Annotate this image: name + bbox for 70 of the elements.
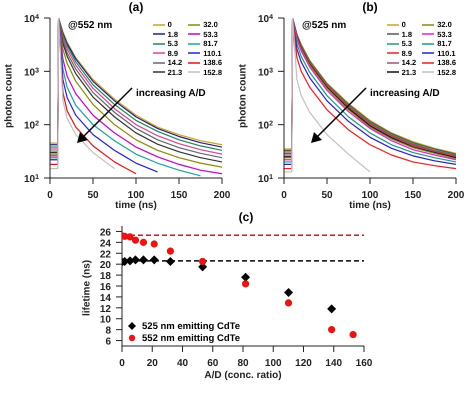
y-tick-label: 10$^{2}$: [258, 120, 274, 132]
x-tick-label: 150: [404, 190, 422, 201]
y-tick-label: 10$^{4}$: [24, 14, 40, 25]
point: [150, 240, 158, 248]
point: [284, 288, 294, 298]
legend-label: 525 nm emitting CdTe: [142, 320, 240, 332]
point: [166, 247, 174, 255]
chart-title: (a): [128, 0, 144, 14]
annotation: increasing A/D: [136, 88, 206, 99]
point: [327, 304, 336, 314]
x-tick-label: 0: [119, 358, 126, 369]
x-axis-title: A/D (conc. ratio): [204, 370, 282, 381]
point: [138, 255, 148, 264]
x-tick-label: 50: [321, 190, 333, 201]
y-tick-label: 10: [100, 314, 112, 326]
x-tick-label: 200: [214, 190, 231, 201]
point: [126, 233, 134, 241]
point: [242, 280, 250, 288]
x-tick-label: 20: [146, 358, 158, 369]
x-tick-label: 100: [264, 358, 282, 369]
y-tick-label: 22: [100, 249, 112, 260]
annotation: @525 nm: [302, 20, 346, 31]
point: [328, 326, 336, 334]
point: [140, 238, 148, 246]
x-tick-label: 160: [356, 358, 373, 369]
point: [132, 236, 140, 244]
x-tick-label: 0: [281, 190, 288, 201]
y-axis-title: photon count: [238, 63, 249, 128]
y-tick-label: 10$^{4}$: [258, 14, 274, 25]
x-tick-label: 100: [362, 190, 379, 201]
x-axis-title: time (ns): [115, 200, 157, 211]
x-tick-label: 140: [325, 358, 343, 369]
x-tick-label: 150: [170, 190, 188, 201]
chart-title: (c): [238, 210, 254, 224]
y-tick-label: 26: [100, 227, 112, 238]
point: [350, 330, 357, 338]
y-tick-label: 10$^{3}$: [24, 66, 40, 78]
x-axis-title: time (ns): [349, 200, 391, 211]
point: [199, 258, 206, 266]
y-tick-label: 8: [105, 326, 112, 337]
x-tick-label: 120: [295, 358, 312, 369]
legend-label: 552 nm emitting CdTe: [142, 332, 240, 344]
x-tick-label: 60: [207, 358, 219, 369]
annotation: increasing A/D: [370, 88, 440, 99]
y-axis-title: lifetime (ns): [82, 260, 93, 316]
point: [284, 299, 292, 307]
x-tick-label: 200: [448, 190, 465, 201]
y-tick-label: 12: [100, 304, 112, 315]
point: [150, 255, 159, 264]
x-tick-label: 80: [237, 358, 249, 369]
y-tick-label: 10$^{1}$: [24, 174, 40, 185]
line-series: [50, 18, 116, 170]
y-tick-label: 20: [100, 260, 112, 272]
line-series: [284, 18, 371, 173]
y-tick-label: 10$^{2}$: [24, 120, 40, 132]
x-tick-label: 40: [176, 358, 188, 369]
x-tick-label: 100: [128, 190, 145, 201]
x-tick-label: 50: [87, 190, 99, 201]
y-tick-label: 10$^{3}$: [258, 66, 274, 78]
y-tick-label: 18: [100, 271, 112, 282]
annotation: @552 nm: [68, 20, 112, 31]
x-tick-label: 0: [47, 190, 54, 201]
chart-title: (b): [361, 0, 379, 14]
y-tick-label: 24: [100, 238, 112, 250]
y-tick-label: 6: [105, 336, 112, 348]
y-tick-label: 14: [100, 292, 112, 304]
y-tick-label: 10$^{1}$: [258, 174, 274, 185]
point: [166, 256, 175, 266]
y-tick-label: 16: [100, 282, 112, 293]
y-axis-title: photon count: [4, 63, 15, 128]
